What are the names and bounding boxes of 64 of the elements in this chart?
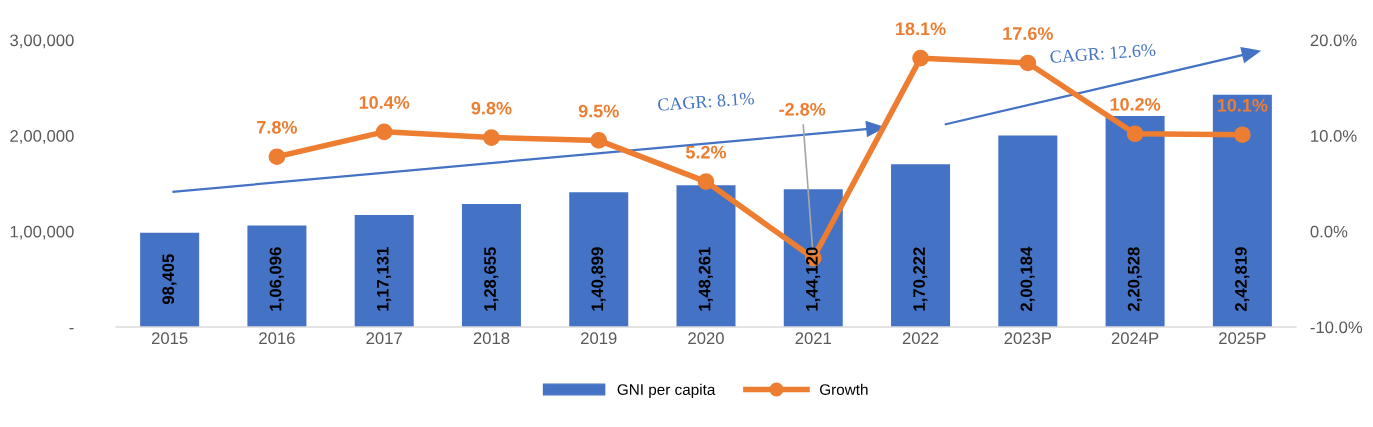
bar bbox=[247, 225, 307, 327]
bar bbox=[354, 214, 414, 327]
x-tick-label: 2021 bbox=[795, 332, 831, 345]
data-label: 1,48,261 bbox=[698, 247, 713, 311]
point bbox=[268, 148, 286, 166]
x-tick-label: 2017 bbox=[366, 332, 402, 345]
bar bbox=[461, 203, 521, 327]
data-label: 7.8% bbox=[257, 120, 298, 134]
annotation: CAGR: 8.1% bbox=[657, 92, 755, 111]
data-label: 18.1% bbox=[896, 22, 946, 36]
data-label: 1,40,899 bbox=[591, 247, 606, 311]
bar bbox=[891, 164, 951, 327]
x-tick-label: 2023P bbox=[1004, 332, 1052, 345]
point bbox=[590, 132, 608, 149]
x-tick-label: 2019 bbox=[581, 332, 617, 345]
data-label: 1,28,655 bbox=[484, 247, 499, 311]
data-label: 1,17,131 bbox=[376, 247, 392, 311]
y2-tick-label: 20.0% bbox=[1310, 34, 1357, 47]
point bbox=[483, 129, 500, 146]
data-label: 1,44,120 bbox=[805, 247, 821, 311]
bar bbox=[140, 232, 200, 327]
x-tick-label: 2016 bbox=[259, 332, 295, 345]
point bbox=[375, 123, 393, 141]
x-tick-label: 2020 bbox=[688, 332, 724, 345]
legend-label: Growth bbox=[820, 383, 868, 396]
point bbox=[1234, 126, 1251, 144]
data-label: 10.1% bbox=[1217, 98, 1268, 112]
bar bbox=[569, 192, 629, 327]
x-tick-label: 2022 bbox=[902, 332, 939, 345]
y-tick-label: 3,00,000 bbox=[10, 34, 74, 49]
x-tick-label: 2015 bbox=[151, 332, 188, 345]
data-label: 9.5% bbox=[578, 104, 619, 118]
data-label: 10.2% bbox=[1110, 97, 1161, 111]
x-tick-label: 2025P bbox=[1219, 332, 1266, 345]
data-label: 17.6% bbox=[1003, 27, 1053, 40]
y2-tick-label: -10.0% bbox=[1310, 321, 1363, 334]
bar bbox=[1105, 116, 1165, 327]
data-label: 2,00,184 bbox=[1020, 246, 1035, 312]
data-label: 1,06,096 bbox=[269, 247, 284, 311]
data-label: 2,42,819 bbox=[1235, 247, 1250, 312]
data-label: 9.8% bbox=[471, 101, 512, 115]
data-label: -2.8% bbox=[779, 102, 826, 116]
bar bbox=[998, 135, 1058, 327]
y-tick-label: 1,00,000 bbox=[10, 225, 74, 240]
y2-tick-label: 0.0% bbox=[1310, 225, 1348, 238]
x-tick-label: 2024P bbox=[1111, 332, 1159, 345]
data-label: 2,20,528 bbox=[1127, 247, 1142, 312]
y2-tick-label: 10.0% bbox=[1311, 130, 1357, 142]
point bbox=[697, 173, 715, 190]
point bbox=[1019, 54, 1037, 72]
data-label: 10.4% bbox=[359, 96, 410, 109]
point bbox=[1126, 125, 1144, 143]
data-label: 98,405 bbox=[162, 254, 177, 305]
bar bbox=[676, 185, 736, 327]
bar bbox=[783, 189, 843, 327]
data-label: 5.2% bbox=[685, 145, 727, 159]
annotation: CAGR: 12.6% bbox=[1050, 43, 1156, 64]
x-tick-label: 2018 bbox=[473, 332, 510, 345]
data-label: 1,70,222 bbox=[913, 247, 928, 311]
legend-label: GNI per capita bbox=[617, 383, 716, 399]
y-tick-label: 2,00,000 bbox=[10, 130, 74, 144]
y-tick-label: - bbox=[69, 327, 74, 330]
bar bbox=[1212, 94, 1272, 327]
point bbox=[912, 49, 929, 67]
